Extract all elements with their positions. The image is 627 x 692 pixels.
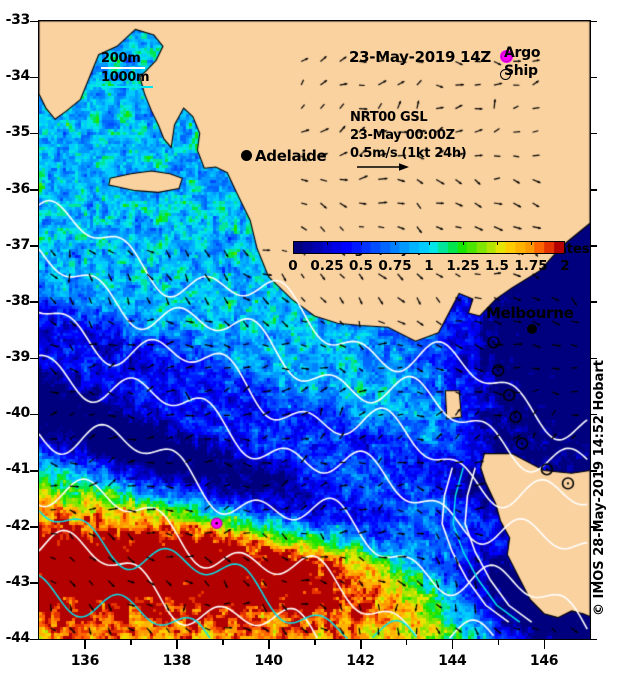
x-tick <box>405 640 408 645</box>
y-tick <box>30 301 38 303</box>
y-tick-label: -38 <box>5 292 31 309</box>
x-tick <box>130 640 132 645</box>
y-tick <box>30 132 38 135</box>
y-tick-right <box>590 526 597 528</box>
y-tick <box>30 582 38 584</box>
x-tick <box>359 640 362 649</box>
argo-marker-icon <box>501 51 512 62</box>
y-tick <box>30 189 38 191</box>
y-tick-label: -37 <box>5 236 31 253</box>
map-date-title: 23-May-2019 14Z <box>349 48 491 66</box>
x-tick-label: 138 <box>162 653 192 669</box>
y-tick <box>30 526 38 528</box>
x-tick <box>314 640 316 645</box>
colorbar-tick-label: 0 <box>288 258 298 274</box>
current-key-model: NRT00 GSL <box>350 110 428 125</box>
y-tick-right <box>590 469 597 472</box>
x-tick-label: 136 <box>70 653 100 669</box>
y-tick-right <box>590 301 597 303</box>
y-tick-label: -35 <box>5 124 31 141</box>
x-tick <box>222 640 224 645</box>
colorbar-tick <box>395 241 396 245</box>
x-tick-label: 142 <box>346 653 375 669</box>
y-tick-label: -40 <box>5 405 31 422</box>
colorbar-tick-label: 0.25 <box>310 258 344 274</box>
y-tick-label: -36 <box>5 180 31 197</box>
current-key-magnitude: 0.5m/s (1kt 24h) <box>350 146 467 161</box>
city-dot-melbourne <box>527 324 537 334</box>
colorbar-tick <box>463 241 464 245</box>
x-tick-label: 140 <box>254 653 283 669</box>
y-tick-right <box>590 413 597 416</box>
colorbar-ticks <box>293 241 565 254</box>
colorbar-tick <box>361 241 362 245</box>
contour-key-1000m-label: 1000m <box>101 70 150 85</box>
y-tick <box>30 469 38 472</box>
y-tick-right <box>590 638 597 641</box>
colorbar-tick-label: 1.25 <box>446 258 480 274</box>
ship-marker-icon <box>500 69 511 80</box>
y-tick <box>30 357 38 360</box>
contour-key-200m-line <box>101 67 145 69</box>
contour-key-200m-label: 200m <box>101 51 141 66</box>
y-tick-label: -42 <box>5 517 31 534</box>
y-tick <box>30 76 38 79</box>
y-tick-right <box>590 132 597 135</box>
y-tick-right <box>590 189 597 191</box>
colorbar-tick-label: 0.75 <box>378 258 412 274</box>
y-tick-right <box>590 582 597 584</box>
contour-key-1000m-line <box>101 86 153 88</box>
x-tick-label: 144 <box>438 653 467 669</box>
legend-ship-label: Ship <box>504 63 538 79</box>
colorbar-tick <box>497 241 498 245</box>
colorbar-tick-label: 2 <box>560 258 570 274</box>
y-tick-label: -34 <box>5 68 31 85</box>
x-tick <box>497 640 500 645</box>
colorbar-tick-label: 1.5 <box>485 258 509 274</box>
y-tick <box>30 413 38 416</box>
y-tick-label: -39 <box>5 349 31 366</box>
x-tick-label: 146 <box>529 653 559 669</box>
y-tick <box>30 20 38 23</box>
y-tick-right <box>590 245 597 247</box>
x-tick <box>176 640 178 649</box>
y-tick-label: -33 <box>5 12 31 28</box>
y-tick <box>30 245 38 247</box>
y-tick-right <box>590 20 597 23</box>
x-tick <box>543 640 546 649</box>
y-tick-label: -41 <box>5 461 31 478</box>
current-key-arrow-icon <box>357 163 409 171</box>
y-tick <box>30 638 38 641</box>
x-tick <box>84 640 86 649</box>
city-label-melbourne: Melbourne <box>486 304 574 322</box>
x-tick <box>451 640 454 649</box>
x-tick <box>268 640 270 649</box>
colorbar-tick-label: 1.75 <box>514 258 548 274</box>
legend-argo-label: Argo <box>504 45 541 61</box>
sst-age-raster <box>39 21 590 639</box>
y-tick-right <box>590 357 597 360</box>
city-label-adelaide: Adelaide <box>255 147 327 165</box>
colorbar-tick-label: 0.5 <box>349 258 373 274</box>
y-tick-label: -43 <box>5 573 31 590</box>
colorbar-tick-label: 1 <box>424 258 434 274</box>
imos-credit: © IMOS 28-May-2019 14:52 Hobart <box>592 360 607 617</box>
y-tick-label: -44 <box>5 630 31 646</box>
colorbar-tick <box>429 241 430 245</box>
colorbar-tick <box>327 241 328 245</box>
map-plot-area[interactable]: 200m 1000m 23-May-2019 14Z Argo Ship NRT… <box>38 20 591 640</box>
colorbar-tick <box>531 241 532 245</box>
city-dot-adelaide <box>241 150 252 161</box>
y-tick-right <box>590 76 597 79</box>
current-key-time: 23-May 00:00Z <box>350 128 455 143</box>
